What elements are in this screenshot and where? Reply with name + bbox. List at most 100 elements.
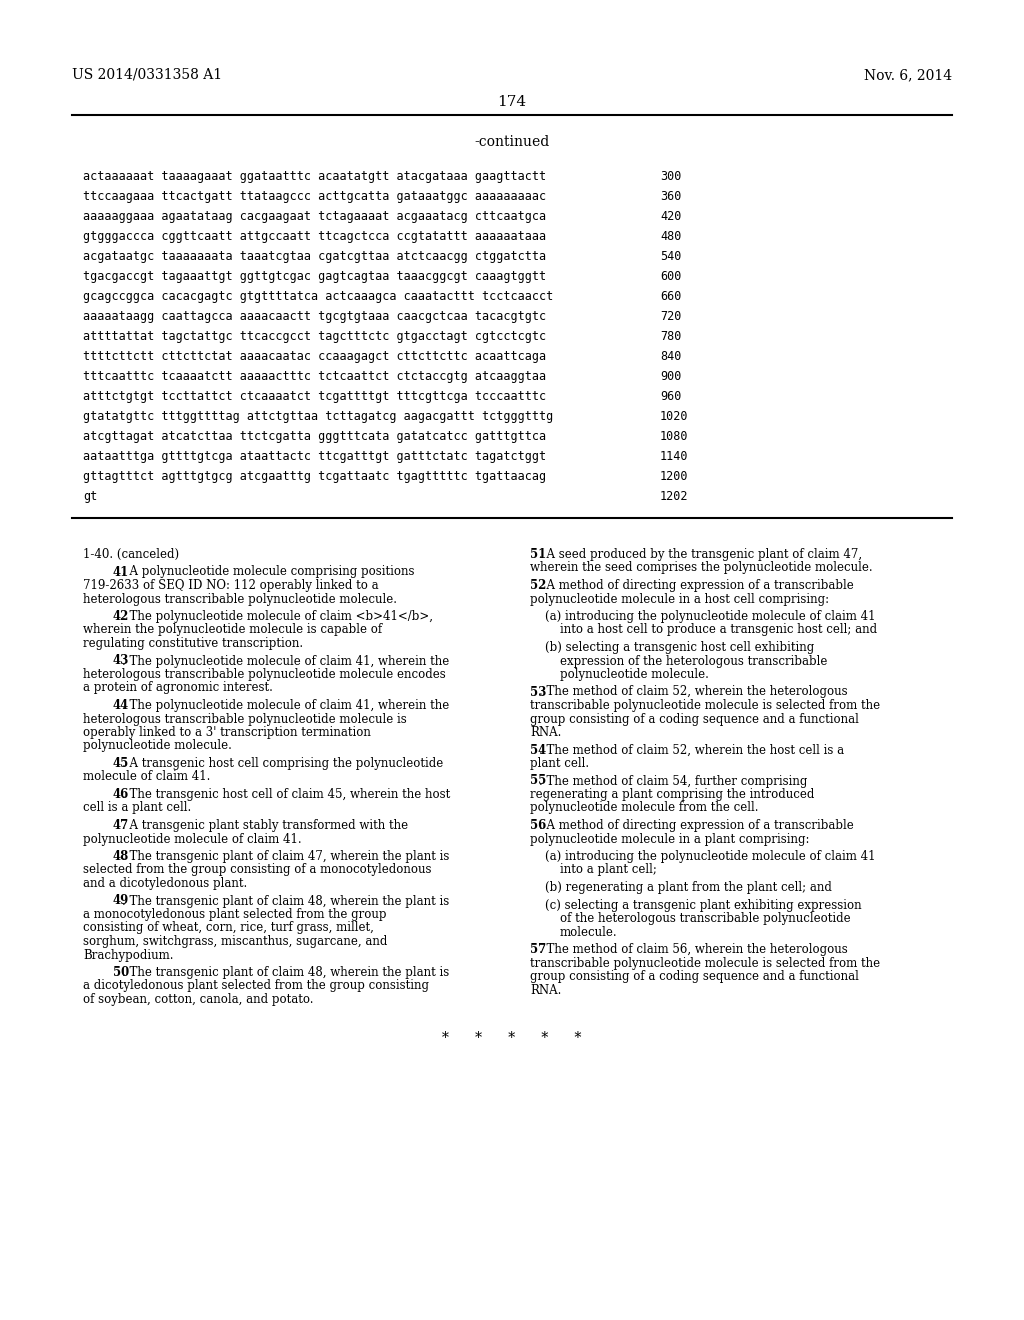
Text: (a) introducing the polynucleotide molecule of claim 41: (a) introducing the polynucleotide molec… — [545, 610, 876, 623]
Text: 900: 900 — [660, 370, 681, 383]
Text: 480: 480 — [660, 230, 681, 243]
Text: . The polynucleotide molecule of claim 41, wherein the: . The polynucleotide molecule of claim 4… — [122, 655, 450, 668]
Text: 54: 54 — [530, 743, 546, 756]
Text: 1202: 1202 — [660, 490, 688, 503]
Text: 360: 360 — [660, 190, 681, 203]
Text: actaaaaaat taaaagaaat ggataatttc acaatatgtt atacgataaa gaagttactt: actaaaaaat taaaagaaat ggataatttc acaatat… — [83, 170, 546, 183]
Text: 1200: 1200 — [660, 470, 688, 483]
Text: 47: 47 — [113, 818, 129, 832]
Text: . The transgenic plant of claim 48, wherein the plant is: . The transgenic plant of claim 48, wher… — [122, 966, 450, 979]
Text: 43: 43 — [113, 655, 129, 668]
Text: a dicotyledonous plant selected from the group consisting: a dicotyledonous plant selected from the… — [83, 979, 429, 993]
Text: -continued: -continued — [474, 135, 550, 149]
Text: operably linked to a 3' transcription termination: operably linked to a 3' transcription te… — [83, 726, 371, 739]
Text: 780: 780 — [660, 330, 681, 343]
Text: . The polynucleotide molecule of claim <b>41</b>,: . The polynucleotide molecule of claim <… — [122, 610, 433, 623]
Text: 53: 53 — [530, 685, 547, 698]
Text: transcribable polynucleotide molecule is selected from the: transcribable polynucleotide molecule is… — [530, 957, 880, 969]
Text: heterologous transcribable polynucleotide molecule is: heterologous transcribable polynucleotid… — [83, 713, 407, 726]
Text: (b) regenerating a plant from the plant cell; and: (b) regenerating a plant from the plant … — [545, 880, 831, 894]
Text: 600: 600 — [660, 271, 681, 282]
Text: polynucleotide molecule in a host cell comprising:: polynucleotide molecule in a host cell c… — [530, 593, 829, 606]
Text: cell is a plant cell.: cell is a plant cell. — [83, 801, 191, 814]
Text: . The method of claim 52, wherein the heterologous: . The method of claim 52, wherein the he… — [539, 685, 848, 698]
Text: . A method of directing expression of a transcribable: . A method of directing expression of a … — [539, 818, 854, 832]
Text: 840: 840 — [660, 350, 681, 363]
Text: group consisting of a coding sequence and a functional: group consisting of a coding sequence an… — [530, 713, 859, 726]
Text: . The transgenic host cell of claim 45, wherein the host: . The transgenic host cell of claim 45, … — [122, 788, 451, 801]
Text: . A seed produced by the transgenic plant of claim 47,: . A seed produced by the transgenic plan… — [539, 548, 862, 561]
Text: group consisting of a coding sequence and a functional: group consisting of a coding sequence an… — [530, 970, 859, 983]
Text: gttagtttct agtttgtgcg atcgaatttg tcgattaatc tgagtttttc tgattaacag: gttagtttct agtttgtgcg atcgaatttg tcgatta… — [83, 470, 546, 483]
Text: Nov. 6, 2014: Nov. 6, 2014 — [864, 69, 952, 82]
Text: 41: 41 — [113, 565, 129, 578]
Text: . A transgenic plant stably transformed with the: . A transgenic plant stably transformed … — [122, 818, 408, 832]
Text: 660: 660 — [660, 290, 681, 304]
Text: (a) introducing the polynucleotide molecule of claim 41: (a) introducing the polynucleotide molec… — [545, 850, 876, 863]
Text: molecule.: molecule. — [560, 925, 617, 939]
Text: expression of the heterologous transcribable: expression of the heterologous transcrib… — [560, 655, 827, 668]
Text: polynucleotide molecule in a plant comprising:: polynucleotide molecule in a plant compr… — [530, 833, 810, 846]
Text: atcgttagat atcatcttaa ttctcgatta gggtttcata gatatcatcc gatttgttca: atcgttagat atcatcttaa ttctcgatta gggtttc… — [83, 430, 546, 444]
Text: and a dicotyledonous plant.: and a dicotyledonous plant. — [83, 876, 247, 890]
Text: wherein the polynucleotide molecule is capable of: wherein the polynucleotide molecule is c… — [83, 623, 382, 636]
Text: 44: 44 — [113, 700, 129, 711]
Text: molecule of claim 41.: molecule of claim 41. — [83, 771, 210, 784]
Text: sorghum, switchgrass, miscanthus, sugarcane, and: sorghum, switchgrass, miscanthus, sugarc… — [83, 935, 387, 948]
Text: 1020: 1020 — [660, 411, 688, 422]
Text: into a plant cell;: into a plant cell; — [560, 863, 656, 876]
Text: 45: 45 — [113, 756, 129, 770]
Text: aataatttga gttttgtcga ataattactc ttcgatttgt gatttctatc tagatctggt: aataatttga gttttgtcga ataattactc ttcgatt… — [83, 450, 546, 463]
Text: 49: 49 — [113, 895, 129, 908]
Text: regulating constitutive transcription.: regulating constitutive transcription. — [83, 638, 303, 649]
Text: . A transgenic host cell comprising the polynucleotide: . A transgenic host cell comprising the … — [122, 756, 443, 770]
Text: polynucleotide molecule.: polynucleotide molecule. — [560, 668, 709, 681]
Text: ttccaagaaa ttcactgatt ttataagccc acttgcatta gataaatggc aaaaaaaaac: ttccaagaaa ttcactgatt ttataagccc acttgca… — [83, 190, 546, 203]
Text: RNA.: RNA. — [530, 726, 561, 739]
Text: gcagccggca cacacgagtc gtgttttatca actcaaagca caaatacttt tcctcaacct: gcagccggca cacacgagtc gtgttttatca actcaa… — [83, 290, 553, 304]
Text: 48: 48 — [113, 850, 129, 863]
Text: gtgggaccca cggttcaatt attgccaatt ttcagctcca ccgtatattt aaaaaataaa: gtgggaccca cggttcaatt attgccaatt ttcagct… — [83, 230, 546, 243]
Text: wherein the seed comprises the polynucleotide molecule.: wherein the seed comprises the polynucle… — [530, 561, 872, 574]
Text: 300: 300 — [660, 170, 681, 183]
Text: 55: 55 — [530, 775, 546, 788]
Text: . A polynucleotide molecule comprising positions: . A polynucleotide molecule comprising p… — [122, 565, 415, 578]
Text: 540: 540 — [660, 249, 681, 263]
Text: polynucleotide molecule.: polynucleotide molecule. — [83, 739, 231, 752]
Text: 420: 420 — [660, 210, 681, 223]
Text: . The polynucleotide molecule of claim 41, wherein the: . The polynucleotide molecule of claim 4… — [122, 700, 450, 711]
Text: regenerating a plant comprising the introduced: regenerating a plant comprising the intr… — [530, 788, 814, 801]
Text: 50: 50 — [113, 966, 129, 979]
Text: . A method of directing expression of a transcribable: . A method of directing expression of a … — [539, 579, 854, 591]
Text: 719-2633 of SEQ ID NO: 112 operably linked to a: 719-2633 of SEQ ID NO: 112 operably link… — [83, 579, 379, 591]
Text: into a host cell to produce a transgenic host cell; and: into a host cell to produce a transgenic… — [560, 623, 878, 636]
Text: aaaaaggaaa agaatataag cacgaagaat tctagaaaat acgaaatacg cttcaatgca: aaaaaggaaa agaatataag cacgaagaat tctagaa… — [83, 210, 546, 223]
Text: Brachypodium.: Brachypodium. — [83, 949, 173, 961]
Text: ttttcttctt cttcttctat aaaacaatac ccaaagagct cttcttcttc acaattcaga: ttttcttctt cttcttctat aaaacaatac ccaaaga… — [83, 350, 546, 363]
Text: a monocotyledonous plant selected from the group: a monocotyledonous plant selected from t… — [83, 908, 386, 921]
Text: . The transgenic plant of claim 47, wherein the plant is: . The transgenic plant of claim 47, wher… — [122, 850, 450, 863]
Text: a protein of agronomic interest.: a protein of agronomic interest. — [83, 681, 272, 694]
Text: tgacgaccgt tagaaattgt ggttgtcgac gagtcagtaa taaacggcgt caaagtggtt: tgacgaccgt tagaaattgt ggttgtcgac gagtcag… — [83, 271, 546, 282]
Text: 1-40. (canceled): 1-40. (canceled) — [83, 548, 179, 561]
Text: RNA.: RNA. — [530, 983, 561, 997]
Text: . The method of claim 52, wherein the host cell is a: . The method of claim 52, wherein the ho… — [539, 743, 844, 756]
Text: polynucleotide molecule of claim 41.: polynucleotide molecule of claim 41. — [83, 833, 302, 846]
Text: of soybean, cotton, canola, and potato.: of soybean, cotton, canola, and potato. — [83, 993, 313, 1006]
Text: tttcaatttc tcaaaatctt aaaaactttc tctcaattct ctctaccgtg atcaaggtaa: tttcaatttc tcaaaatctt aaaaactttc tctcaat… — [83, 370, 546, 383]
Text: 57: 57 — [530, 942, 546, 956]
Text: transcribable polynucleotide molecule is selected from the: transcribable polynucleotide molecule is… — [530, 700, 880, 711]
Text: 1080: 1080 — [660, 430, 688, 444]
Text: *      *      *      *      *: * * * * * — [442, 1031, 582, 1044]
Text: (b) selecting a transgenic host cell exhibiting: (b) selecting a transgenic host cell exh… — [545, 642, 814, 653]
Text: 960: 960 — [660, 389, 681, 403]
Text: consisting of wheat, corn, rice, turf grass, millet,: consisting of wheat, corn, rice, turf gr… — [83, 921, 374, 935]
Text: gt: gt — [83, 490, 97, 503]
Text: selected from the group consisting of a monocotyledonous: selected from the group consisting of a … — [83, 863, 431, 876]
Text: attttattat tagctattgc ttcaccgcct tagctttctc gtgacctagt cgtcctcgtc: attttattat tagctattgc ttcaccgcct tagcttt… — [83, 330, 546, 343]
Text: gtatatgttc tttggttttag attctgttaa tcttagatcg aagacgattt tctgggtttg: gtatatgttc tttggttttag attctgttaa tcttag… — [83, 411, 553, 422]
Text: 51: 51 — [530, 548, 546, 561]
Text: atttctgtgt tccttattct ctcaaaatct tcgattttgt tttcgttcga tcccaatttc: atttctgtgt tccttattct ctcaaaatct tcgattt… — [83, 389, 546, 403]
Text: 720: 720 — [660, 310, 681, 323]
Text: 42: 42 — [113, 610, 129, 623]
